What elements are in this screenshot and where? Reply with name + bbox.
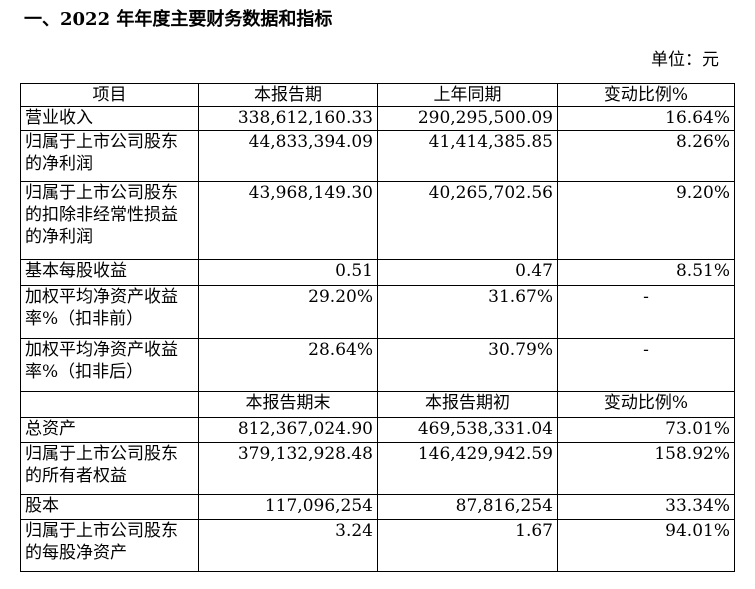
prior-value: 87,816,254 <box>377 494 558 520</box>
table-row: 归属于上市公司股东的所有者权益 379,132,928.48 146,429,9… <box>20 442 735 495</box>
current-value: 0.51 <box>198 259 378 286</box>
table-row: 总资产 812,367,024.90 469,538,331.04 73.01% <box>20 417 735 443</box>
current-value: 379,132,928.48 <box>198 442 378 495</box>
unit-label: 单位：元 <box>651 50 719 70</box>
row-label: 归属于上市公司股东的扣除非经常性损益的净利润 <box>20 181 199 260</box>
row-label: 股本 <box>20 494 199 520</box>
change-value: 16.64% <box>557 106 735 131</box>
change-value: - <box>557 285 735 339</box>
subheader-cell-empty <box>20 391 199 418</box>
section-title: 一、2022 年年度主要财务数据和指标 <box>24 9 333 30</box>
prior-value: 40,265,702.56 <box>377 181 558 260</box>
prior-value: 0.47 <box>377 259 558 286</box>
table-row: 营业收入 338,612,160.33 290,295,500.09 16.64… <box>20 106 735 131</box>
table-header-row: 项目 本报告期 上年同期 变动比例% <box>20 83 735 107</box>
table-subheader-row: 本报告期末 本报告期初 变动比例% <box>20 391 735 418</box>
prior-value: 469,538,331.04 <box>377 417 558 443</box>
current-value: 29.20% <box>198 285 378 339</box>
prior-value: 30.79% <box>377 338 558 392</box>
row-label: 营业收入 <box>20 106 199 131</box>
subheader-cell-period-end: 本报告期末 <box>198 391 378 418</box>
table-row: 归属于上市公司股东的每股净资产 3.24 1.67 94.01% <box>20 519 735 572</box>
financial-data-table: 项目 本报告期 上年同期 变动比例% 营业收入 338,612,160.33 2… <box>20 83 735 572</box>
table-row: 归属于上市公司股东的净利润 44,833,394.09 41,414,385.8… <box>20 130 735 182</box>
row-label: 加权平均净资产收益率%（扣非前） <box>20 285 199 339</box>
change-value: 73.01% <box>557 417 735 443</box>
subheader-cell-change: 变动比例% <box>557 391 735 418</box>
current-value: 44,833,394.09 <box>198 130 378 182</box>
prior-value: 290,295,500.09 <box>377 106 558 131</box>
change-value: 9.20% <box>557 181 735 260</box>
current-value: 3.24 <box>198 519 378 572</box>
header-cell-item: 项目 <box>20 83 199 107</box>
table-row: 股本 117,096,254 87,816,254 33.34% <box>20 494 735 520</box>
row-label: 加权平均净资产收益率%（扣非后） <box>20 338 199 392</box>
change-value: 158.92% <box>557 442 735 495</box>
row-label: 基本每股收益 <box>20 259 199 286</box>
table-row: 归属于上市公司股东的扣除非经常性损益的净利润 43,968,149.30 40,… <box>20 181 735 260</box>
current-value: 117,096,254 <box>198 494 378 520</box>
prior-value: 41,414,385.85 <box>377 130 558 182</box>
row-label: 总资产 <box>20 417 199 443</box>
current-value: 812,367,024.90 <box>198 417 378 443</box>
subheader-cell-period-start: 本报告期初 <box>377 391 558 418</box>
current-value: 338,612,160.33 <box>198 106 378 131</box>
row-label: 归属于上市公司股东的所有者权益 <box>20 442 199 495</box>
table-row: 加权平均净资产收益率%（扣非前） 29.20% 31.67% - <box>20 285 735 339</box>
current-value: 28.64% <box>198 338 378 392</box>
change-value: 8.51% <box>557 259 735 286</box>
header-cell-change: 变动比例% <box>557 83 735 107</box>
prior-value: 31.67% <box>377 285 558 339</box>
table-row: 加权平均净资产收益率%（扣非后） 28.64% 30.79% - <box>20 338 735 392</box>
change-value: 94.01% <box>557 519 735 572</box>
row-label: 归属于上市公司股东的净利润 <box>20 130 199 182</box>
change-value: 8.26% <box>557 130 735 182</box>
change-value: 33.34% <box>557 494 735 520</box>
prior-value: 146,429,942.59 <box>377 442 558 495</box>
table-row: 基本每股收益 0.51 0.47 8.51% <box>20 259 735 286</box>
prior-value: 1.67 <box>377 519 558 572</box>
header-cell-current-period: 本报告期 <box>198 83 378 107</box>
current-value: 43,968,149.30 <box>198 181 378 260</box>
row-label: 归属于上市公司股东的每股净资产 <box>20 519 199 572</box>
change-value: - <box>557 338 735 392</box>
header-cell-prior-period: 上年同期 <box>377 83 558 107</box>
